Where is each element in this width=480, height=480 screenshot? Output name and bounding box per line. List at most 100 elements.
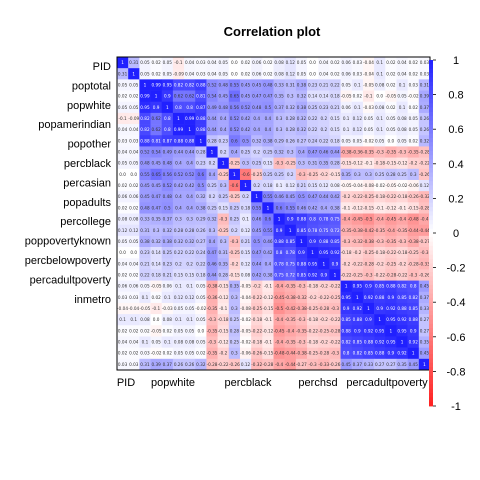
- cell-value-label: -0.28: [419, 150, 430, 155]
- cell-value-label: 0.04: [397, 60, 407, 65]
- heatmap-cell: [307, 213, 319, 225]
- cell-value-label: 0.4: [175, 205, 182, 210]
- heatmap-cell: [362, 135, 375, 147]
- cell-value-label: 0.05: [341, 82, 351, 87]
- cell-value-label: -0.35: [341, 228, 352, 233]
- heatmap-cell: [273, 358, 285, 371]
- heatmap-cell: [307, 302, 319, 315]
- cell-value-label: 0.05: [353, 138, 363, 143]
- heatmap-cell: [385, 291, 397, 304]
- heatmap-cell: [284, 291, 297, 304]
- cell-value-label: 0.28: [386, 172, 396, 177]
- heatmap-cell: [172, 179, 185, 192]
- heatmap-cell: [385, 57, 397, 69]
- heatmap-cell: [251, 191, 263, 203]
- heatmap-cell: [295, 179, 308, 192]
- cell-value-label: 0.21: [330, 105, 340, 110]
- heatmap-cell: [385, 302, 397, 315]
- cell-value-label: 0.49: [163, 150, 173, 155]
- cell-value-label: -0.15: [330, 172, 341, 177]
- heatmap-cell: [273, 269, 285, 281]
- heatmap-cell: [228, 358, 241, 371]
- cell-value-label: -0.12: [352, 205, 363, 210]
- heatmap-cell: [284, 314, 297, 326]
- cell-value-label: 0.9: [164, 94, 171, 99]
- heatmap-cell: [161, 224, 174, 237]
- heatmap-cell: [318, 347, 330, 360]
- cell-value-label: -0.02: [408, 94, 419, 99]
- cell-value-label: -0.15: [218, 284, 229, 289]
- colorbar-segment: [429, 181, 433, 186]
- cell-value-label: 0.26: [286, 138, 296, 143]
- heatmap-cell: [161, 90, 174, 103]
- heatmap-cell: [407, 347, 420, 360]
- heatmap-cell: [195, 358, 207, 371]
- cell-value-label: 1: [322, 261, 325, 266]
- heatmap-cell: [295, 191, 308, 203]
- heatmap-cell: [217, 124, 230, 136]
- heatmap-cell: [418, 168, 431, 181]
- cell-value-label: 0.15: [219, 205, 229, 210]
- colorbar-tick-label: 0.8: [448, 90, 463, 102]
- heatmap-cell: [217, 157, 230, 170]
- colorbar-segment: [429, 358, 433, 364]
- cell-value-label: 0.02: [409, 71, 419, 76]
- cell-value-label: 0.55: [252, 205, 262, 210]
- heatmap-cell: [329, 269, 341, 281]
- cell-value-label: -0.25: [318, 328, 329, 333]
- cell-value-label: -0.3: [409, 272, 418, 277]
- cell-value-label: 0.42: [174, 183, 184, 188]
- cell-value-label: 0.48: [252, 105, 262, 110]
- cell-value-label: 0.6: [198, 172, 205, 177]
- heatmap-cell: [251, 179, 263, 192]
- heatmap-cell: [262, 57, 274, 69]
- heatmap-cell: [307, 336, 319, 348]
- colorbar-segment: [429, 103, 433, 108]
- heatmap-cell: [117, 213, 129, 225]
- cell-value-label: 0.2: [220, 150, 227, 155]
- heatmap-cell: [150, 179, 163, 192]
- heatmap-cell: [351, 213, 364, 225]
- cell-value-label: -0.3: [420, 250, 429, 255]
- heatmap-cell: [385, 90, 397, 103]
- cell-value-label: -0.2: [353, 250, 362, 255]
- cell-value-label: 0.9: [332, 261, 339, 266]
- cell-value-label: -0.35: [285, 284, 296, 289]
- heatmap-cell: [418, 57, 431, 69]
- heatmap-cell: [385, 68, 397, 80]
- cell-value-label: -0.22: [419, 161, 430, 166]
- cell-value-label: 0.3: [186, 217, 193, 222]
- cell-value-label: 0.22: [140, 272, 150, 277]
- heatmap-cell: [139, 202, 151, 214]
- heatmap-cell: [318, 269, 330, 281]
- cell-value-label: 0.44: [207, 272, 217, 277]
- heatmap-cell: [284, 280, 297, 293]
- heatmap-cell: [329, 347, 341, 360]
- heatmap-cell: [228, 168, 241, 181]
- heatmap-cell: [128, 314, 140, 326]
- heatmap-cell: [239, 202, 252, 214]
- cell-value-label: 0.32: [297, 127, 307, 132]
- heatmap-cell: [128, 68, 140, 80]
- cell-value-label: 0.02: [353, 94, 363, 99]
- cell-value-label: 0.55: [286, 205, 296, 210]
- cell-value-label: 0.75: [274, 272, 284, 277]
- cell-value-label: 1: [155, 94, 158, 99]
- heatmap-cell: [161, 269, 174, 281]
- heatmap-cell: [273, 224, 285, 237]
- heatmap-cell: [128, 235, 140, 248]
- heatmap-cell: [362, 90, 375, 103]
- cell-value-label: 0.08: [163, 317, 173, 322]
- cell-value-label: 0.2: [320, 116, 327, 121]
- heatmap-cell: [396, 235, 408, 248]
- cell-value-label: 0.52: [230, 127, 240, 132]
- heatmap-cell: [117, 258, 129, 270]
- heatmap-cell: [195, 314, 207, 326]
- cell-value-label: 0.9: [320, 272, 327, 277]
- heatmap-cell: [284, 179, 297, 192]
- cell-value-label: 0.05: [140, 71, 150, 76]
- cell-value-label: 0.02: [409, 105, 419, 110]
- cell-value-label: 0.55: [230, 82, 240, 87]
- cell-value-label: 0.03: [353, 60, 363, 65]
- cell-value-label: 0.1: [376, 127, 383, 132]
